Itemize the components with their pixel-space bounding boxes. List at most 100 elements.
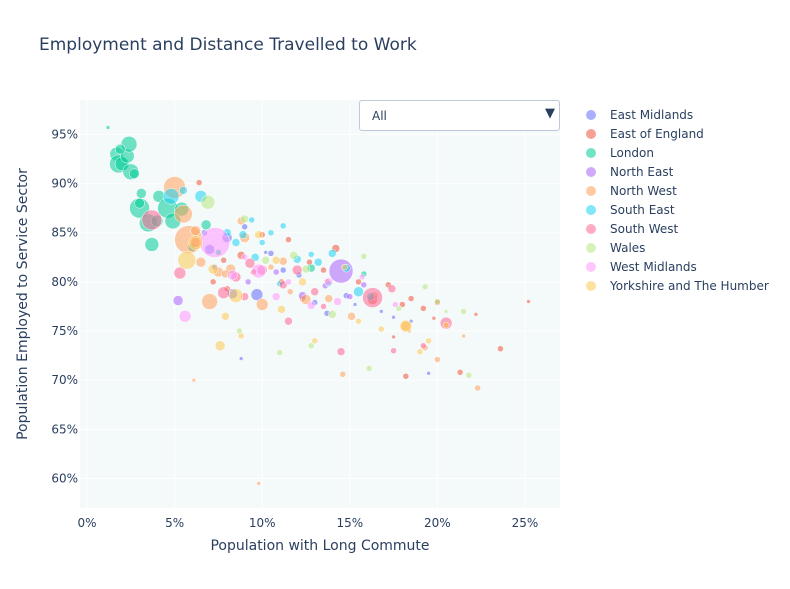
data-point[interactable] — [199, 227, 231, 258]
data-point[interactable] — [434, 298, 441, 305]
data-point[interactable] — [460, 308, 467, 315]
data-point[interactable] — [231, 238, 241, 247]
data-point[interactable] — [301, 264, 311, 274]
data-point[interactable] — [474, 384, 481, 392]
data-point[interactable] — [306, 301, 316, 310]
data-point[interactable] — [390, 347, 397, 354]
data-point[interactable] — [255, 298, 269, 311]
data-point[interactable] — [278, 256, 288, 266]
data-point[interactable] — [311, 337, 318, 345]
data-point[interactable] — [237, 332, 245, 340]
data-point[interactable] — [320, 266, 327, 274]
data-point[interactable] — [347, 312, 356, 321]
data-point[interactable] — [324, 294, 334, 303]
data-point[interactable] — [241, 254, 248, 261]
data-point[interactable] — [284, 316, 293, 326]
data-point[interactable] — [526, 299, 531, 304]
data-point[interactable] — [251, 263, 266, 279]
region-filter-dropdown[interactable]: All ▼ — [359, 100, 560, 131]
data-point[interactable] — [387, 284, 397, 294]
data-point[interactable] — [339, 371, 347, 378]
data-point[interactable] — [240, 214, 249, 224]
data-point[interactable] — [271, 256, 281, 265]
data-point[interactable] — [443, 309, 449, 314]
data-point[interactable] — [279, 266, 287, 274]
data-point[interactable] — [217, 286, 230, 299]
data-point[interactable] — [346, 293, 354, 300]
data-point[interactable] — [465, 372, 473, 379]
data-point[interactable] — [190, 225, 201, 237]
data-point[interactable] — [271, 292, 281, 301]
legend-item[interactable]: West Midlands — [586, 260, 697, 274]
data-point[interactable] — [177, 251, 197, 270]
data-point[interactable] — [298, 277, 307, 287]
data-point[interactable] — [279, 222, 287, 230]
data-point[interactable] — [267, 229, 275, 236]
data-point[interactable] — [250, 288, 264, 301]
data-point[interactable] — [136, 188, 147, 199]
data-point[interactable] — [307, 342, 315, 350]
data-point[interactable] — [115, 143, 126, 155]
data-point[interactable] — [355, 317, 362, 325]
data-point[interactable] — [425, 337, 432, 345]
data-point[interactable] — [241, 223, 248, 231]
data-point[interactable] — [200, 219, 212, 231]
data-point[interactable] — [228, 288, 244, 303]
data-point[interactable] — [426, 371, 431, 376]
data-point[interactable] — [172, 295, 184, 306]
data-point[interactable] — [353, 286, 364, 297]
data-point[interactable] — [174, 204, 193, 224]
data-point[interactable] — [320, 303, 327, 310]
data-point[interactable] — [267, 263, 275, 271]
legend-item[interactable]: London — [586, 146, 654, 160]
data-point[interactable] — [214, 340, 226, 352]
data-point[interactable] — [244, 278, 252, 286]
legend-item[interactable]: Wales — [586, 241, 645, 255]
data-point[interactable] — [195, 179, 203, 186]
data-point[interactable] — [272, 268, 280, 276]
data-point[interactable] — [300, 294, 312, 305]
data-point[interactable] — [162, 188, 180, 205]
data-point[interactable] — [134, 197, 145, 209]
data-point[interactable] — [238, 230, 248, 239]
data-point[interactable] — [328, 258, 354, 284]
data-point[interactable] — [473, 312, 479, 317]
data-point[interactable] — [144, 237, 160, 252]
data-point[interactable] — [307, 251, 315, 258]
data-point[interactable] — [227, 269, 238, 281]
data-point[interactable] — [195, 256, 207, 268]
data-point[interactable] — [267, 250, 275, 257]
data-point[interactable] — [442, 321, 450, 329]
legend-item[interactable]: North East — [586, 165, 674, 179]
data-point[interactable] — [261, 256, 270, 265]
data-point[interactable] — [200, 194, 216, 210]
data-point[interactable] — [129, 168, 140, 179]
data-point[interactable] — [399, 319, 413, 333]
data-point[interactable] — [420, 305, 427, 312]
data-point[interactable] — [362, 287, 383, 308]
legend-item[interactable]: East of England — [586, 127, 704, 141]
data-point[interactable] — [358, 273, 366, 281]
data-point[interactable] — [207, 263, 219, 275]
data-point[interactable] — [201, 293, 218, 310]
data-point[interactable] — [256, 481, 261, 486]
data-point[interactable] — [289, 251, 298, 260]
data-point[interactable] — [402, 373, 410, 380]
data-point[interactable] — [341, 263, 348, 271]
data-point[interactable] — [333, 297, 342, 306]
data-point[interactable] — [254, 230, 263, 239]
data-point[interactable] — [221, 312, 230, 321]
data-point[interactable] — [258, 239, 266, 246]
data-point[interactable] — [379, 309, 384, 314]
legend-item[interactable]: East Midlands — [586, 108, 693, 122]
data-point[interactable] — [497, 345, 504, 352]
data-point[interactable] — [392, 301, 399, 308]
data-point[interactable] — [291, 264, 303, 276]
data-point[interactable] — [105, 125, 111, 130]
data-point[interactable] — [141, 209, 163, 231]
data-point[interactable] — [179, 186, 188, 195]
data-point[interactable] — [277, 305, 286, 314]
legend-item[interactable]: North West — [586, 184, 677, 198]
data-point[interactable] — [313, 257, 323, 267]
data-point[interactable] — [285, 278, 292, 286]
